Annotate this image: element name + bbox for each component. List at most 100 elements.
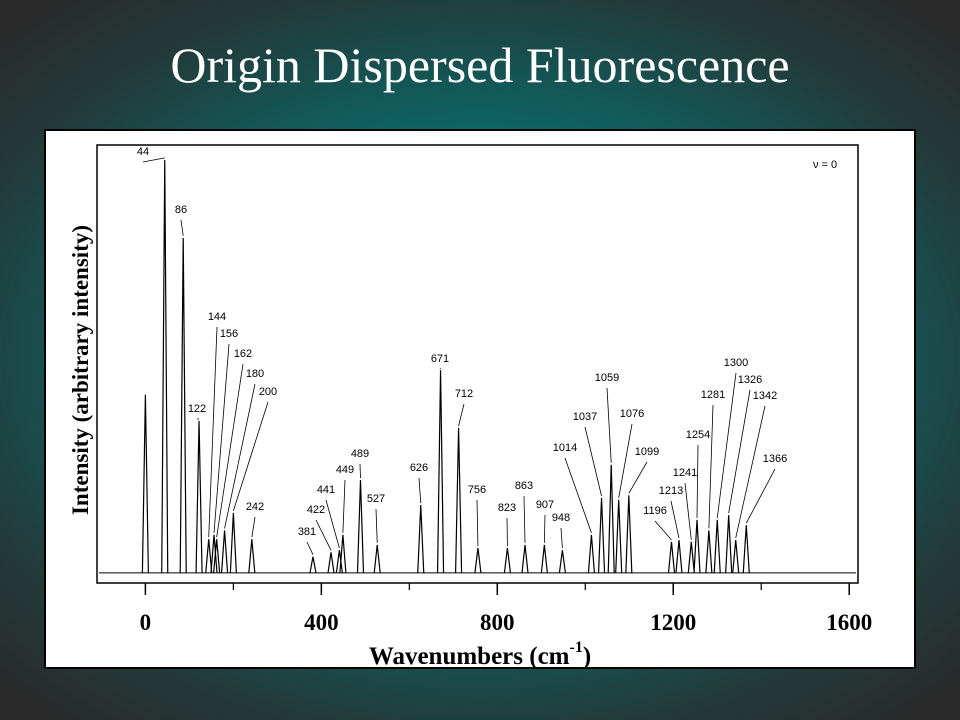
x-tick-label: 1600 (826, 610, 872, 635)
leader-line (342, 479, 346, 533)
leader-line (251, 516, 256, 538)
leader-line (439, 367, 441, 370)
peak-label: 1076 (620, 408, 644, 420)
peak (195, 420, 203, 573)
x-label-close: ) (583, 643, 591, 670)
leader-line (232, 401, 269, 512)
x-tick-label: 0 (140, 610, 152, 635)
peak-label: 122 (188, 403, 206, 415)
peak (248, 539, 256, 573)
leader-line (606, 387, 612, 463)
peak (454, 427, 463, 573)
x-tick-label: 400 (304, 610, 339, 635)
peak-label: 863 (515, 480, 533, 492)
peak-label: 144 (208, 311, 226, 323)
annotation: ν = 0 (813, 159, 837, 171)
peak-label: 712 (455, 388, 473, 400)
peak-label: 1213 (659, 485, 683, 497)
peak (339, 534, 347, 573)
peak-label: 449 (336, 464, 354, 476)
peak-label: 86 (175, 204, 187, 216)
peak-label: 1326 (738, 374, 762, 386)
leader-line (628, 461, 648, 494)
peak (474, 547, 482, 573)
peak (597, 498, 606, 573)
peak (687, 541, 695, 573)
peak (229, 512, 237, 573)
peak (625, 495, 633, 573)
peak (210, 534, 218, 573)
leader-line (325, 499, 340, 549)
leader-line (418, 477, 422, 504)
leader-line (306, 541, 314, 555)
peak-label: 1300 (724, 357, 748, 369)
peak (705, 530, 713, 573)
peak (179, 237, 187, 573)
peak-label: 162 (234, 348, 252, 360)
peak-label: 626 (410, 462, 428, 474)
peak (521, 544, 529, 573)
chart-panel (44, 129, 916, 669)
plot-frame (96, 144, 859, 584)
leader-line (716, 372, 737, 518)
x-tick-label: 1200 (650, 610, 696, 635)
peak-label: 671 (431, 353, 449, 365)
leader-line (735, 405, 766, 539)
peak-label: 1037 (573, 411, 597, 423)
peak-label: 44 (137, 146, 149, 158)
peak-label: 1059 (595, 372, 619, 384)
peak (732, 540, 740, 573)
leader-line (708, 404, 714, 529)
peak (205, 539, 213, 573)
leader-line (684, 482, 692, 540)
peak (558, 550, 566, 574)
peak-label: 441 (317, 484, 335, 496)
peak-label: 1281 (701, 389, 725, 401)
leader-line (213, 343, 230, 533)
leader-line (208, 326, 218, 538)
peak-label: 200 (259, 386, 277, 398)
peak-label: 422 (307, 504, 325, 516)
peak (161, 159, 169, 573)
peak (540, 544, 548, 573)
slide-title: Origin Dispersed Fluorescence (170, 37, 789, 93)
peak-label: 823 (498, 502, 516, 514)
peak (335, 550, 343, 574)
peak (503, 547, 512, 573)
peak (220, 530, 229, 573)
leader-line (560, 527, 563, 549)
x-label-superscript: -1 (570, 639, 583, 656)
peak (675, 540, 683, 573)
peak (615, 499, 623, 573)
peak (417, 505, 425, 573)
leader-line (224, 383, 256, 529)
leader-line (654, 520, 672, 541)
x-label-text: Wavenumbers (cm (369, 643, 570, 670)
y-axis-label: Intensity (arbitrary intensity) (68, 225, 93, 515)
peak-label: 1241 (673, 467, 697, 479)
peak-label: 489 (351, 448, 369, 460)
leader-line (458, 403, 465, 427)
leader-line (543, 514, 546, 543)
peak-label: 1366 (763, 453, 787, 465)
peak-label: 1196 (643, 505, 667, 517)
peak (587, 534, 596, 573)
leader-line (216, 363, 244, 538)
peak (436, 370, 445, 573)
peak (213, 539, 221, 573)
leader-line (618, 423, 633, 498)
leader-line (670, 500, 680, 539)
leader-line (476, 499, 479, 546)
peak (327, 552, 335, 574)
peak (607, 464, 615, 573)
leader-line (728, 389, 751, 514)
peak (141, 394, 149, 573)
peak-label: 180 (246, 368, 264, 380)
peak-label: 756 (468, 484, 486, 496)
peak-label: 156 (220, 328, 238, 340)
x-tick-label: 800 (480, 610, 515, 635)
leader-line (142, 157, 165, 163)
leader-line (523, 495, 526, 543)
peak (309, 556, 317, 574)
